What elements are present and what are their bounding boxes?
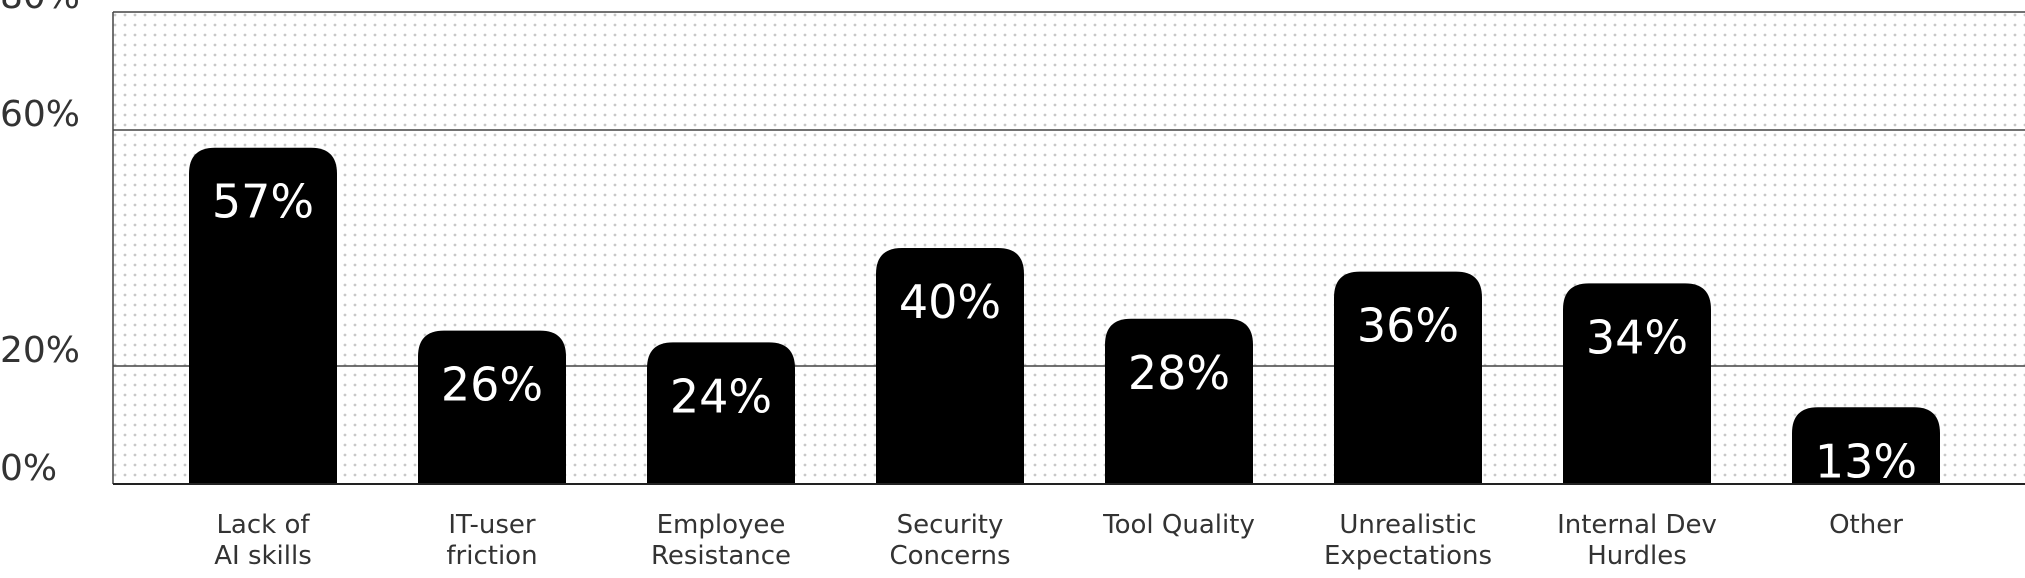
bar — [1792, 407, 1940, 484]
bar-value-label: 34% — [1586, 310, 1688, 364]
bar — [1105, 318, 1253, 484]
x-category-label: Internal Dev Hurdles — [1557, 510, 1717, 571]
x-category-label: IT-user friction — [446, 510, 537, 571]
bar-value-label: 24% — [670, 369, 772, 423]
bar — [189, 147, 337, 484]
bars: 57% 26% 24% 40% 28% 36% 34% 13% — [189, 147, 1940, 488]
bar — [1334, 271, 1482, 484]
x-category-label: Other — [1829, 510, 1903, 540]
y-tick-label: 80% — [0, 0, 80, 17]
x-category-label: Lack of AI skills — [214, 510, 312, 571]
bar — [418, 330, 566, 484]
bar-value-label: 26% — [441, 358, 543, 412]
x-category-label: Unrealistic Expectations — [1324, 510, 1492, 571]
bar-value-label: 28% — [1128, 346, 1230, 400]
bar-value-label: 40% — [899, 275, 1001, 329]
x-category-label: Employee Resistance — [651, 510, 791, 571]
bar-value-label: 13% — [1815, 434, 1917, 488]
y-tick-label: 0% — [0, 448, 57, 489]
bar-value-label: 57% — [212, 175, 314, 229]
bar-value-label: 36% — [1357, 299, 1459, 353]
x-axis-labels: Lack of AI skills IT-user friction Employee R… — [214, 510, 1903, 571]
x-category-label: Security Concerns — [889, 510, 1010, 571]
y-tick-label: 20% — [0, 330, 80, 371]
bar — [647, 342, 795, 484]
x-category-label: Tool Quality — [1102, 510, 1255, 540]
y-axis-ticks: 0% 20% 60% 80% — [0, 0, 80, 489]
bar — [876, 248, 1024, 484]
y-tick-label: 60% — [0, 94, 80, 135]
bar — [1563, 283, 1711, 484]
plot-background — [113, 12, 2025, 484]
